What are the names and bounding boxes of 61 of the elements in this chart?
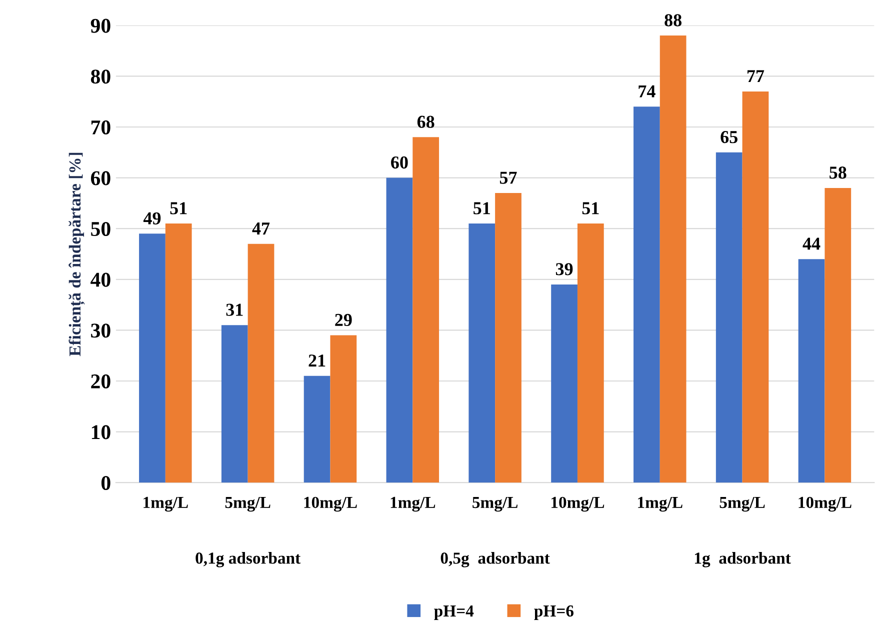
y-tick-label: 60 [90,171,110,186]
x-tick-label: 1mg/L [638,496,682,512]
bar [577,224,604,483]
data-label: 51 [170,202,187,214]
data-label: 65 [720,131,738,144]
text: 0,1g adsorbant [196,552,301,568]
bar [742,91,769,483]
data-label: 44 [802,238,820,250]
x-tick-label: 5mg/L [225,496,270,512]
legend-label: pH=4 [434,605,474,620]
x-tick-label: 5mg/L [472,496,518,512]
bar [716,152,742,483]
bar [824,188,852,483]
data-label: 49 [143,212,161,224]
x-tick-label: 10mg/L [551,496,604,512]
bar [551,284,578,483]
y-tick-label: 70 [91,120,110,134]
x-tick-label: 1mg/L [144,496,188,512]
data-label: 39 [556,263,573,276]
y-tick-label: 40 [90,272,110,287]
bar [165,224,192,483]
y-axis-title: Eficiență de îndepărtare [%] [68,152,85,356]
data-label: 58 [830,166,846,179]
y-tick-label: 10 [92,425,110,440]
y-tick-label: 80 [90,70,110,84]
bar [634,106,660,483]
text: 1g adsorbant [695,552,791,568]
bar [468,224,496,483]
data-label: 77 [747,70,764,82]
bar [386,178,413,483]
data-label: 60 [391,156,408,169]
data-label: 57 [500,172,517,184]
x-tick-label: 10mg/L [798,496,852,512]
x-tick-label: 1mg/L [390,496,436,512]
data-label: 31 [226,304,243,316]
bar [330,335,357,483]
legend-label: pH=6 [534,605,574,620]
data-label: 68 [417,116,434,128]
bar [248,244,274,483]
text: 0,5g adsorbant [440,552,550,568]
x-tick-label: 10mg/L [304,496,357,512]
bar [660,36,686,483]
bar [304,376,330,483]
y-tick-label: 90 [90,18,110,33]
y-tick-label: 30 [91,324,110,338]
bar [412,137,440,483]
data-label: 21 [308,354,326,367]
data-label: 51 [474,202,490,214]
data-label: 51 [582,202,599,214]
y-tick-label: 0 [101,476,110,490]
y-tick-label: 20 [91,374,110,388]
bar [798,259,825,483]
data-label: 88 [664,14,682,26]
bar [495,193,522,483]
bar [221,325,248,483]
y-tick-label: 50 [91,222,110,236]
data-label: 74 [638,85,656,98]
data-label: 47 [252,222,270,234]
bar [139,234,166,483]
data-label: 29 [335,314,352,326]
x-tick-label: 5mg/L [720,496,765,512]
